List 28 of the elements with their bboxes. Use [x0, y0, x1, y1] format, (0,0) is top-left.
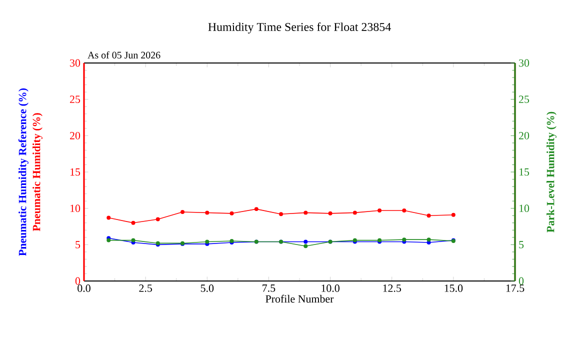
text: Pneumatic Humidity (%) — [32, 113, 42, 232]
y2-tick-label: 5 — [76, 241, 80, 248]
y2-tick-label: 25 — [70, 96, 80, 104]
x-tick-label: 0.0 — [78, 284, 90, 292]
y2-tick-label: 15 — [70, 168, 80, 176]
y-tick-label: 5 — [519, 241, 524, 248]
text: Park-Level Humidity (%) — [546, 112, 556, 232]
y-tick-label: 15 — [519, 168, 530, 176]
x-axis-title: Profile Number — [266, 294, 334, 303]
y-tick-label: 10 — [519, 204, 530, 212]
x-tick-label: 15.0 — [444, 284, 463, 292]
x-tick-label: 2.5 — [139, 284, 152, 292]
chart-title: Humidity Time Series for Float 23854 — [208, 22, 391, 34]
text: As of 05 Jun 2026 — [88, 51, 160, 58]
x-tick-label: 10.0 — [322, 284, 340, 292]
y-tick-label: 0 — [518, 277, 524, 285]
y2-tick-label: 10 — [70, 204, 80, 212]
text: Pneumatic Humidity Reference (%) — [18, 88, 28, 256]
x-tick-label: 17.5 — [506, 284, 524, 292]
y2-tick-label: 30 — [70, 59, 80, 67]
x-tick-label: 7.5 — [262, 284, 276, 292]
y-tick-label: 20 — [519, 132, 530, 140]
y-tick-label: 30 — [519, 59, 530, 67]
x-tick-label: 12.5 — [383, 284, 402, 292]
y2-tick-label: 20 — [70, 132, 80, 140]
y-tick-label: 25 — [519, 96, 530, 104]
y2-tick-label: 0 — [75, 277, 80, 285]
x-tick-label: 5.0 — [200, 284, 214, 292]
